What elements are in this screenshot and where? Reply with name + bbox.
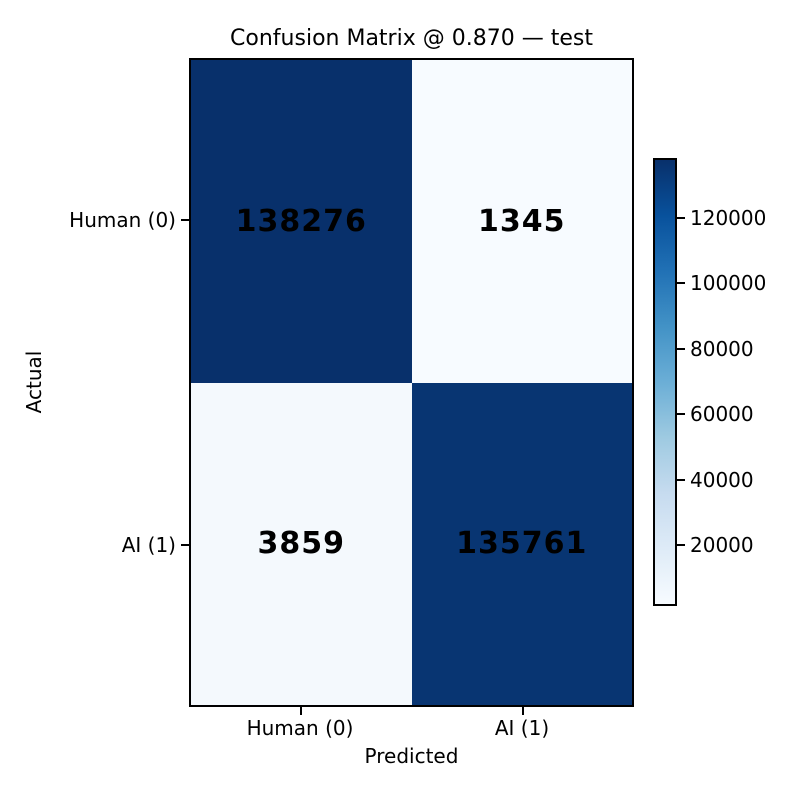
- colorbar-tick-label: 100000: [690, 271, 767, 295]
- colorbar-tick-mark: [677, 544, 685, 546]
- x-tick-label-ai: AI (1): [494, 716, 550, 740]
- cell-value: 1345: [478, 203, 566, 239]
- colorbar-tick-mark: [677, 217, 685, 219]
- colorbar-gradient: [653, 158, 677, 606]
- cell-false-negative: 3859: [191, 382, 412, 705]
- colorbar-tick-mark: [677, 348, 685, 350]
- colorbar-tick-label: 60000: [690, 402, 754, 426]
- chart-title: Confusion Matrix @ 0.870 — test: [230, 26, 593, 51]
- cell-false-positive: 1345: [411, 60, 632, 383]
- cell-value: 135761: [456, 526, 588, 562]
- heatmap-plot: 138276 1345 3859 135761: [189, 58, 634, 707]
- y-tick-mark: [181, 219, 189, 221]
- cell-value: 3859: [257, 526, 345, 562]
- colorbar-tick-label: 20000: [690, 533, 754, 557]
- cell-value: 138276: [235, 203, 367, 239]
- x-tick-mark: [522, 707, 524, 715]
- x-axis-label: Predicted: [364, 744, 459, 768]
- cell-true-negative: 138276: [191, 60, 412, 383]
- y-tick-label-human: Human (0): [69, 208, 176, 232]
- cell-true-positive: 135761: [411, 382, 632, 705]
- y-tick-mark: [181, 544, 189, 546]
- x-tick-label-human: Human (0): [246, 716, 354, 740]
- colorbar-tick-mark: [677, 413, 685, 415]
- y-axis-label: Actual: [22, 350, 46, 414]
- colorbar-tick-label: 80000: [690, 337, 754, 361]
- colorbar-tick-mark: [677, 479, 685, 481]
- y-tick-label-ai: AI (1): [121, 533, 176, 557]
- colorbar-tick-label: 40000: [690, 468, 754, 492]
- x-tick-mark: [300, 707, 302, 715]
- colorbar-tick-mark: [677, 282, 685, 284]
- colorbar-tick-label: 120000: [690, 206, 767, 230]
